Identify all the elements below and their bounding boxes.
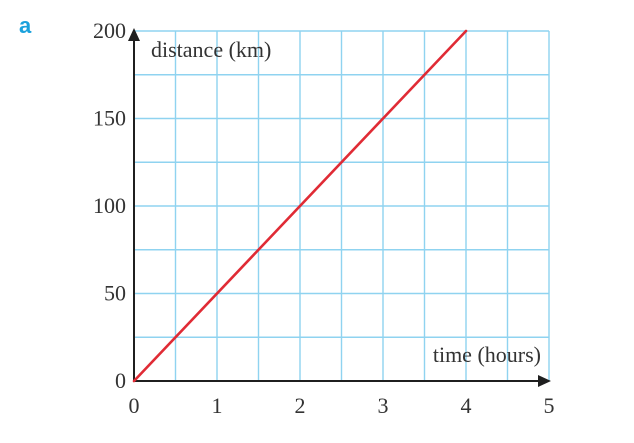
x-tick-label: 2 xyxy=(295,393,306,418)
y-tick-label: 200 xyxy=(93,18,126,43)
x-tick-label: 5 xyxy=(544,393,555,418)
x-tick-label: 0 xyxy=(129,393,140,418)
axes xyxy=(128,28,551,387)
series-layer xyxy=(132,29,468,383)
y-tick-label: 50 xyxy=(104,281,126,306)
x-axis-arrowhead xyxy=(538,375,551,387)
x-tick-label: 1 xyxy=(212,393,223,418)
x-tick-label: 3 xyxy=(378,393,389,418)
x-tick-label: 4 xyxy=(461,393,472,418)
y-tick-label: 100 xyxy=(93,193,126,218)
y-tick-label: 0 xyxy=(115,368,126,393)
series-line xyxy=(132,29,468,383)
part-label: a xyxy=(19,13,32,38)
grid xyxy=(134,30,550,381)
y-axis-label: distance (km) xyxy=(151,37,271,62)
x-axis-label: time (hours) xyxy=(433,342,541,367)
y-tick-label: 150 xyxy=(93,106,126,131)
y-axis-arrowhead xyxy=(128,28,140,41)
